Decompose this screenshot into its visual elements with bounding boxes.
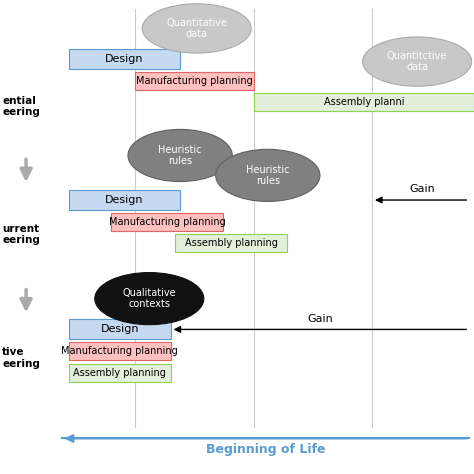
Text: Assembly planni: Assembly planni	[324, 97, 404, 108]
Text: Manufacturing planning: Manufacturing planning	[109, 217, 226, 227]
FancyBboxPatch shape	[69, 49, 180, 69]
Text: urrent
eering: urrent eering	[2, 224, 40, 246]
Text: Quantitative
data: Quantitative data	[166, 18, 227, 39]
Text: Gain: Gain	[409, 184, 435, 194]
Text: Assembly planning: Assembly planning	[185, 238, 277, 248]
Ellipse shape	[216, 149, 320, 201]
Text: Design: Design	[100, 324, 139, 334]
Text: ential
eering: ential eering	[2, 96, 40, 118]
Text: Assembly planning: Assembly planning	[73, 367, 166, 378]
FancyBboxPatch shape	[135, 72, 254, 90]
Text: Qualitative
contexts: Qualitative contexts	[122, 288, 176, 310]
Text: Manufacturing planning: Manufacturing planning	[61, 346, 178, 356]
Ellipse shape	[128, 129, 232, 182]
FancyBboxPatch shape	[69, 190, 180, 210]
Text: Beginning of Life: Beginning of Life	[206, 443, 325, 456]
Text: Heuristic
rules: Heuristic rules	[158, 145, 202, 166]
Ellipse shape	[363, 37, 472, 86]
Text: Design: Design	[105, 54, 144, 64]
Ellipse shape	[142, 4, 251, 53]
FancyBboxPatch shape	[111, 213, 223, 231]
Text: Heuristic
rules: Heuristic rules	[246, 164, 290, 186]
FancyBboxPatch shape	[69, 342, 171, 360]
Ellipse shape	[95, 273, 204, 325]
Text: Quantitctive
data: Quantitctive data	[387, 51, 447, 73]
Text: Gain: Gain	[307, 314, 333, 324]
FancyBboxPatch shape	[69, 319, 171, 339]
FancyBboxPatch shape	[69, 364, 171, 382]
FancyBboxPatch shape	[254, 93, 474, 111]
Text: tive
eering: tive eering	[2, 347, 40, 369]
FancyBboxPatch shape	[175, 234, 287, 252]
Text: Manufacturing planning: Manufacturing planning	[136, 76, 253, 86]
Text: Design: Design	[105, 194, 144, 205]
